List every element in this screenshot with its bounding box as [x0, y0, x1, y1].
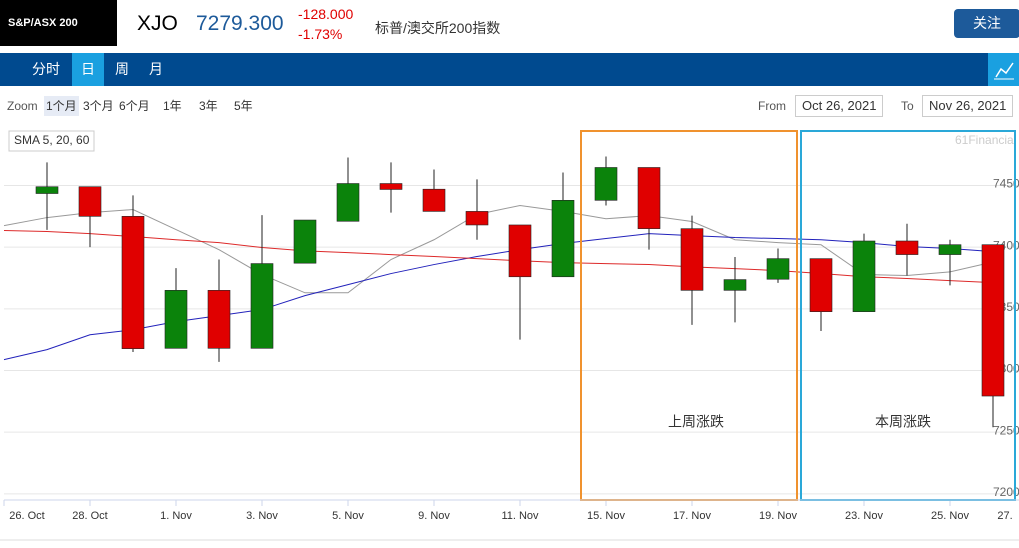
zoom-option[interactable]: 6个月 — [119, 99, 150, 113]
legend-box — [8, 130, 95, 152]
sma-line — [3, 233, 994, 361]
annotation-text: 本周涨跌 — [875, 414, 931, 430]
candle-body — [895, 240, 919, 255]
x-tick-label: 19. Nov — [759, 510, 797, 522]
x-tick-label: 17. Nov — [673, 510, 711, 522]
annotation-text: 上周涨跌 — [668, 414, 724, 430]
x-tick-label: 3. Nov — [246, 510, 278, 522]
x-tick-label: 23. Nov — [845, 510, 883, 522]
candle-body — [121, 216, 145, 349]
candle-body — [938, 244, 962, 255]
candle-body — [637, 167, 661, 229]
from-input[interactable]: Oct 26, 2021 — [795, 95, 884, 117]
symbol: XJO — [137, 12, 178, 35]
candle-body — [680, 228, 704, 291]
candle-body — [164, 290, 188, 349]
x-tick-label: 27. — [997, 510, 1012, 522]
candle-body — [594, 167, 618, 201]
index-name: 标普/澳交所200指数 — [375, 20, 501, 36]
index-badge: S&P/ASX 200 — [0, 0, 117, 46]
zoom-option[interactable]: 1年 — [163, 99, 182, 113]
candle-body — [422, 188, 446, 212]
candle-body — [336, 183, 360, 222]
chart-icon[interactable] — [988, 53, 1019, 86]
tab-bar — [0, 53, 1019, 86]
candle-body — [78, 186, 102, 217]
tab[interactable]: 分时 — [32, 61, 60, 77]
x-tick-label: 9. Nov — [418, 510, 450, 522]
sma-line — [3, 204, 994, 294]
x-tick-label: 28. Oct — [72, 510, 107, 522]
candle-body — [465, 211, 489, 226]
candle-body — [551, 200, 575, 278]
sma-line — [3, 230, 994, 284]
x-tick-label: 15. Nov — [587, 510, 625, 522]
candle-body — [35, 186, 59, 194]
price: 7279.300 — [196, 12, 284, 35]
tab[interactable]: 月 — [149, 61, 163, 77]
from-label: From — [758, 99, 786, 113]
change: -128.000 — [298, 6, 354, 22]
candle-body — [379, 183, 403, 190]
candle-body — [766, 258, 790, 280]
zoom-option[interactable]: 5年 — [234, 99, 253, 113]
change-pct: -1.73% — [298, 26, 343, 42]
tab-active[interactable]: 日 — [72, 53, 104, 86]
credits: 61Financia — [955, 133, 1014, 147]
tab[interactable]: 周 — [115, 61, 129, 77]
candle-body — [981, 244, 1005, 397]
y-tick-label: 7450 — [993, 177, 1019, 191]
candle-body — [250, 263, 274, 349]
candle-body — [293, 219, 317, 264]
x-tick-label: 26. Oct — [9, 510, 44, 522]
x-tick-label: 1. Nov — [160, 510, 192, 522]
zoom-label: Zoom — [7, 99, 38, 113]
to-input[interactable]: Nov 26, 2021 — [922, 95, 1014, 117]
candle-body — [852, 240, 876, 312]
x-tick-label: 11. Nov — [501, 510, 539, 522]
candle-body — [508, 224, 532, 278]
candle-body — [207, 290, 231, 349]
follow-button[interactable]: 关注 — [954, 9, 1019, 38]
to-label: To — [901, 99, 914, 113]
x-tick-label: 25. Nov — [931, 510, 969, 522]
zoom-option[interactable]: 3年 — [199, 99, 218, 113]
legend-label: SMA 5, 20, 60 — [14, 133, 90, 147]
candle-body — [723, 279, 747, 291]
candle-body — [809, 258, 833, 312]
zoom-option[interactable]: 1个月 — [44, 96, 79, 116]
zoom-option[interactable]: 3个月 — [83, 99, 114, 113]
x-tick-label: 5. Nov — [332, 510, 364, 522]
y-tick-label: 7250 — [993, 423, 1019, 437]
y-tick-label: 7200 — [993, 485, 1019, 499]
